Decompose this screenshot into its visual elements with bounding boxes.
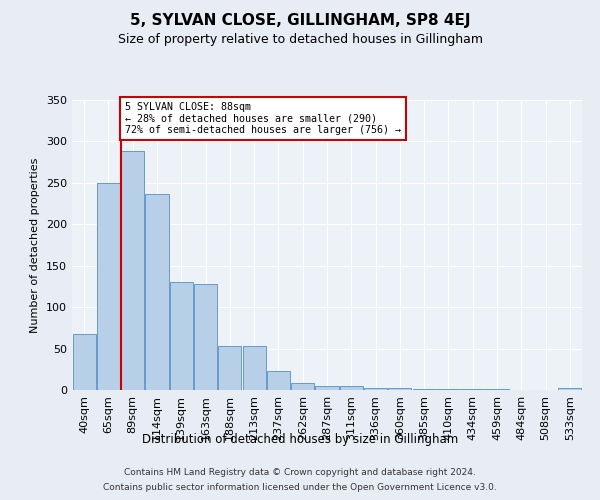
Bar xyxy=(559,388,581,390)
Bar xyxy=(485,389,509,390)
Bar xyxy=(218,346,241,390)
Bar xyxy=(267,371,290,390)
Text: Distribution of detached houses by size in Gillingham: Distribution of detached houses by size … xyxy=(142,434,458,446)
Bar xyxy=(340,386,363,390)
Bar xyxy=(388,388,412,390)
Bar xyxy=(121,152,144,390)
Bar xyxy=(364,388,387,390)
Text: Contains public sector information licensed under the Open Government Licence v3: Contains public sector information licen… xyxy=(103,483,497,492)
Y-axis label: Number of detached properties: Number of detached properties xyxy=(31,158,40,332)
Text: Size of property relative to detached houses in Gillingham: Size of property relative to detached ho… xyxy=(118,32,482,46)
Bar xyxy=(413,389,436,390)
Bar xyxy=(97,183,120,390)
Text: Contains HM Land Registry data © Crown copyright and database right 2024.: Contains HM Land Registry data © Crown c… xyxy=(124,468,476,477)
Bar xyxy=(291,382,314,390)
Bar xyxy=(461,389,484,390)
Text: 5 SYLVAN CLOSE: 88sqm
← 28% of detached houses are smaller (290)
72% of semi-det: 5 SYLVAN CLOSE: 88sqm ← 28% of detached … xyxy=(125,102,401,135)
Bar xyxy=(316,386,338,390)
Bar xyxy=(73,334,95,390)
Bar xyxy=(242,346,266,390)
Bar xyxy=(145,194,169,390)
Bar xyxy=(437,389,460,390)
Bar xyxy=(170,282,193,390)
Text: 5, SYLVAN CLOSE, GILLINGHAM, SP8 4EJ: 5, SYLVAN CLOSE, GILLINGHAM, SP8 4EJ xyxy=(130,12,470,28)
Bar xyxy=(194,284,217,390)
